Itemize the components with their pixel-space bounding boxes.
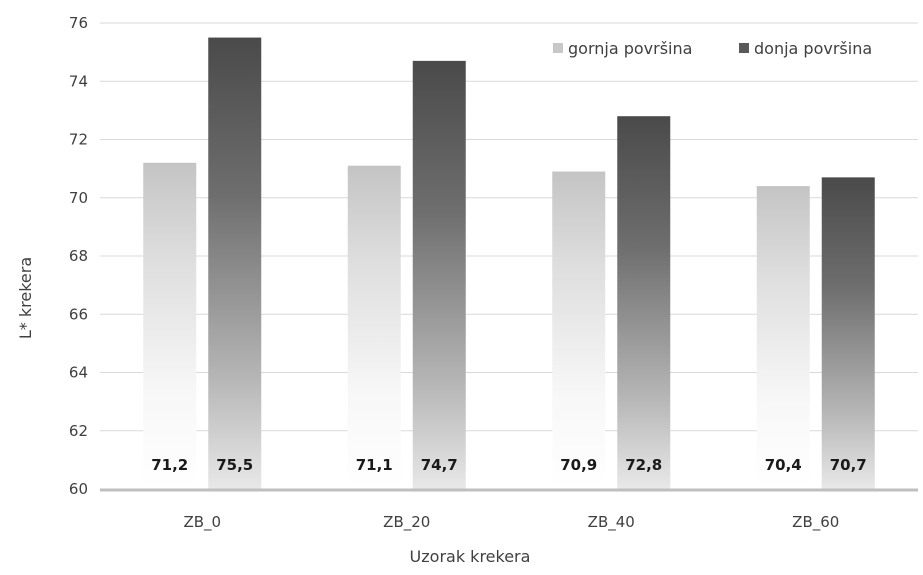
data-labels: 71,2 75,5 71,1 74,7 70,9 72,8 70,4 70,7 (151, 456, 867, 474)
y-tick-label-62: 62 (69, 422, 88, 440)
data-label-donja-zb-60: 70,7 (830, 456, 867, 474)
y-tick-label-74: 74 (69, 72, 88, 90)
x-axis-title: Uzorak krekera (410, 547, 531, 566)
x-tick-label-zb-40: ZB_40 (588, 513, 635, 532)
data-label-gornja-zb-40: 70,9 (560, 456, 597, 474)
bars (143, 37, 875, 490)
y-tick-label-72: 72 (69, 131, 88, 149)
data-label-gornja-zb-0: 71,2 (151, 456, 188, 474)
legend-label-donja-povrsina: donja površina (754, 39, 872, 58)
x-tick-label-zb-0: ZB_0 (183, 513, 221, 532)
bar-gornja-zb-20 (347, 165, 401, 489)
data-label-donja-zb-40: 72,8 (625, 456, 662, 474)
data-label-gornja-zb-60: 70,4 (765, 456, 802, 474)
legend-swatch-gornja-povrsina (553, 43, 563, 53)
y-tick-label-76: 76 (69, 14, 88, 32)
x-tick-label-zb-20: ZB_20 (383, 513, 430, 532)
bar-donja-zb-60 (821, 177, 875, 490)
y-tick-label-70: 70 (69, 189, 88, 207)
x-tick-label-zb-60: ZB_60 (792, 513, 839, 532)
y-tick-label-64: 64 (69, 364, 88, 382)
bar-gornja-zb-0 (143, 162, 197, 490)
y-axis-tick-labels: 60 62 64 66 68 70 72 74 76 (69, 14, 88, 498)
y-tick-label-60: 60 (69, 480, 88, 498)
y-tick-label-66: 66 (69, 305, 88, 323)
legend-label-gornja-povrsina: gornja površina (568, 39, 692, 58)
bar-donja-zb-40 (617, 116, 671, 489)
x-axis-tick-labels: ZB_0 ZB_20 ZB_40 ZB_60 (183, 513, 839, 532)
y-axis-title: L* krekera (16, 257, 35, 339)
data-label-donja-zb-20: 74,7 (421, 456, 458, 474)
legend: gornja površina donja površina (553, 39, 872, 58)
bar-gornja-zb-40 (552, 171, 606, 489)
y-tick-label-68: 68 (69, 247, 88, 265)
data-label-donja-zb-0: 75,5 (216, 456, 253, 474)
data-label-gornja-zb-20: 71,1 (356, 456, 393, 474)
legend-swatch-donja-povrsina (739, 43, 749, 53)
bar-gornja-zb-60 (756, 186, 810, 489)
bar-donja-zb-20 (412, 60, 466, 490)
bar-donja-zb-0 (208, 37, 262, 489)
